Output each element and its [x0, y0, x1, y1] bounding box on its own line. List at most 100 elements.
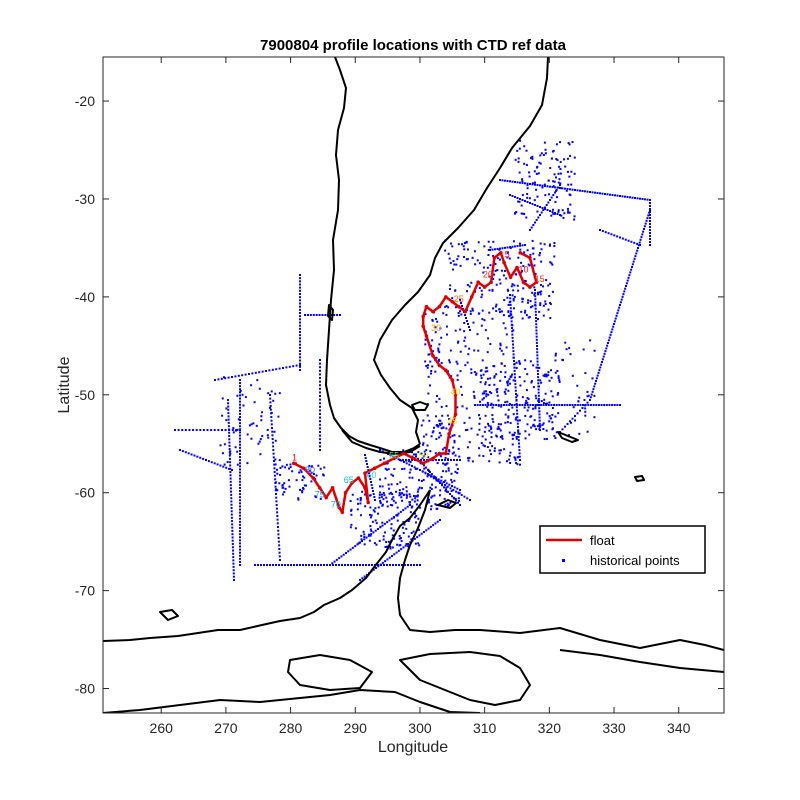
- historical-point: [295, 364, 298, 367]
- historical-point: [450, 242, 453, 245]
- historical-point: [499, 347, 502, 350]
- historical-point: [543, 243, 546, 246]
- historical-point: [239, 431, 241, 434]
- historical-point: [465, 407, 468, 410]
- historical-point: [384, 477, 387, 480]
- historical-point: [435, 459, 437, 461]
- historical-point: [561, 358, 564, 361]
- historical-point: [437, 479, 439, 482]
- historical-point: [539, 154, 542, 157]
- historical-point: [542, 428, 545, 431]
- historical-point: [455, 360, 458, 363]
- historical-point: [319, 409, 321, 412]
- historical-point: [261, 411, 264, 414]
- historical-point: [515, 402, 518, 405]
- historical-point: [319, 402, 321, 405]
- historical-point: [299, 296, 301, 299]
- float-profile-point: [421, 314, 426, 319]
- historical-point: [621, 295, 624, 298]
- historical-point: [507, 289, 510, 292]
- historical-point: [319, 434, 321, 437]
- historical-point: [577, 400, 580, 403]
- historical-point: [340, 555, 343, 558]
- coastline-layer: [103, 57, 724, 713]
- historical-point: [440, 405, 443, 408]
- historical-point: [457, 447, 460, 450]
- historical-point: [441, 484, 443, 487]
- historical-point: [521, 194, 524, 197]
- historical-point: [482, 373, 485, 376]
- historical-point: [564, 425, 566, 428]
- historical-point: [521, 244, 524, 247]
- historical-point: [377, 506, 380, 509]
- historical-point: [278, 482, 281, 485]
- historical-point: [427, 501, 430, 504]
- historical-point: [536, 425, 539, 428]
- historical-point: [534, 295, 537, 298]
- historical-point: [239, 502, 241, 505]
- historical-point: [319, 391, 321, 394]
- historical-point: [501, 435, 504, 438]
- historical-point: [539, 162, 542, 165]
- historical-point: [319, 420, 321, 423]
- historical-point: [441, 448, 444, 451]
- historical-point: [545, 204, 548, 206]
- historical-point: [459, 459, 461, 461]
- historical-point: [491, 317, 494, 320]
- historical-point: [318, 314, 321, 316]
- historical-point: [444, 479, 447, 482]
- historical-point: [378, 496, 381, 499]
- legend-historical-swatch: [562, 559, 565, 562]
- historical-point: [496, 257, 499, 260]
- historical-point: [457, 340, 460, 343]
- historical-point: [517, 160, 520, 163]
- historical-point: [452, 446, 455, 449]
- historical-point: [551, 395, 554, 398]
- historical-point: [481, 404, 484, 406]
- historical-point: [382, 538, 385, 541]
- historical-point: [526, 404, 529, 406]
- historical-point: [347, 564, 349, 566]
- historical-point: [350, 508, 353, 511]
- historical-point: [225, 466, 228, 469]
- float-profile-point: [518, 251, 523, 255]
- historical-point: [594, 191, 596, 194]
- historical-point: [566, 404, 569, 406]
- historical-point: [354, 545, 357, 548]
- historical-point: [466, 361, 469, 364]
- historical-point: [445, 313, 448, 316]
- historical-point: [542, 314, 545, 317]
- historical-point: [427, 392, 430, 395]
- historical-point: [538, 310, 541, 313]
- historical-point: [633, 241, 636, 244]
- historical-point: [222, 465, 225, 468]
- historical-point: [534, 313, 537, 316]
- historical-point: [505, 333, 508, 336]
- float-profile-point: [431, 456, 435, 461]
- historical-point: [621, 195, 624, 198]
- historical-point: [529, 306, 532, 309]
- historical-point: [239, 465, 241, 468]
- historical-point: [501, 247, 504, 250]
- historical-point: [381, 524, 384, 527]
- historical-point: [634, 197, 636, 199]
- historical-point: [491, 406, 494, 409]
- historical-point: [393, 468, 396, 471]
- historical-point: [236, 428, 239, 431]
- historical-point: [547, 193, 550, 196]
- historical-point: [409, 504, 411, 506]
- historical-point: [184, 429, 187, 431]
- historical-point: [274, 439, 277, 442]
- historical-point: [649, 214, 651, 216]
- historical-point: [464, 345, 467, 348]
- historical-point: [535, 428, 538, 431]
- historical-point: [644, 222, 647, 225]
- historical-point: [392, 474, 395, 477]
- historical-point: [231, 469, 233, 471]
- historical-point: [505, 277, 508, 280]
- x-tick-label: 260: [150, 720, 174, 736]
- historical-point: [273, 460, 275, 462]
- historical-point: [529, 360, 532, 363]
- coastline-antarctic-peninsula: [103, 489, 431, 642]
- historical-point: [400, 548, 403, 551]
